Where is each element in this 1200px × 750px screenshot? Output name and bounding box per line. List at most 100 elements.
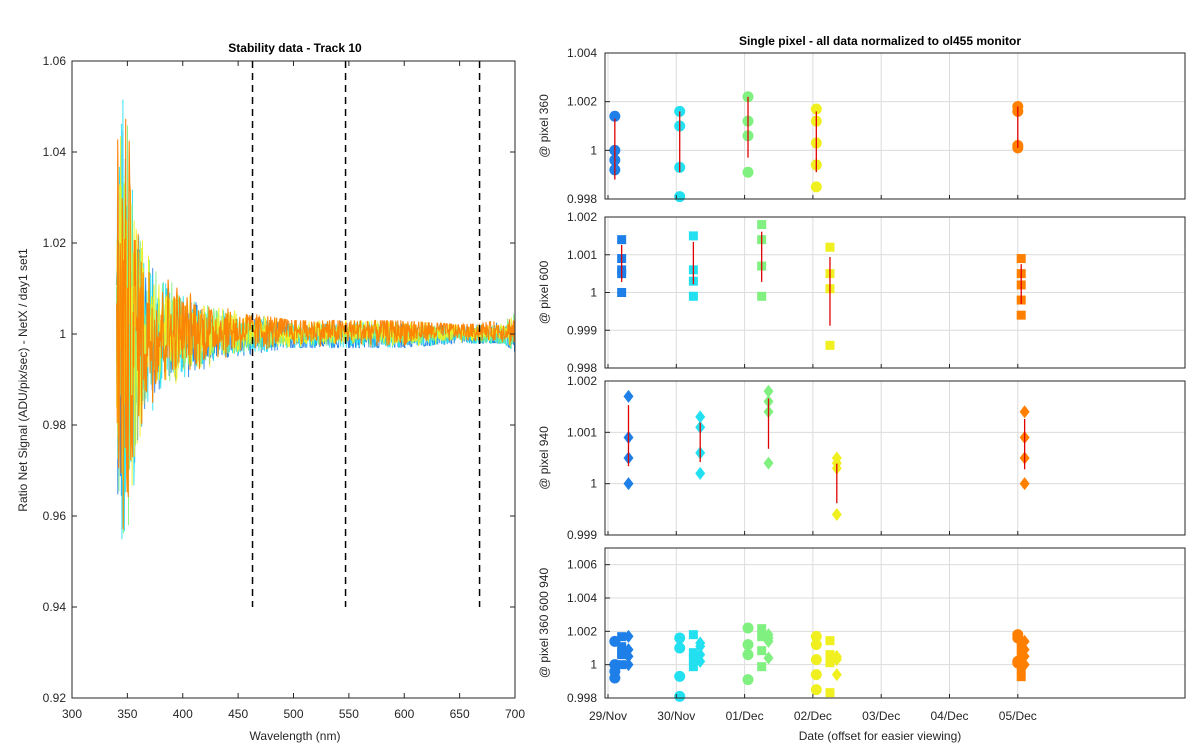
right-x-axis-label: Date (offset for easier viewing)	[799, 729, 962, 743]
left-y-axis-label: Ratio Net Signal (ADU/pix/sec) - NetX / …	[16, 248, 30, 512]
combined-data-point	[763, 651, 774, 665]
combined-data-point	[810, 639, 822, 651]
combined-data-point	[688, 630, 698, 640]
combined-data-point	[825, 650, 835, 660]
panel-2: 0.998 0.999 1 1.001 1.002 @ pixel 600	[537, 210, 1186, 375]
panel-y-tick-label: 1	[590, 286, 597, 300]
panel-plot-area	[605, 381, 1185, 535]
left-x-axis-label: Wavelength (nm)	[250, 729, 341, 743]
panel-y-tick-label: 0.998	[567, 691, 597, 705]
panel-y-tick-label: 1.004	[567, 591, 597, 605]
combined-data-point	[742, 622, 754, 634]
data-point	[742, 166, 754, 178]
combined-data-point	[831, 668, 842, 682]
panel-y-tick-label: 0.998	[567, 361, 597, 375]
date-tick-label: 02/Dec	[794, 709, 832, 723]
data-point	[623, 477, 634, 491]
combined-data-point	[623, 629, 634, 643]
data-point	[757, 291, 767, 301]
combined-data-point	[695, 648, 706, 662]
combined-data-point	[617, 650, 627, 660]
combined-data-point	[617, 660, 627, 670]
panel-axes-box	[604, 380, 1186, 536]
combined-data-point	[623, 649, 634, 663]
left-x-tick-label: 650	[450, 707, 470, 721]
combined-data-point	[757, 624, 767, 634]
panel-y-axis-label: @ pixel 600	[537, 260, 551, 324]
panel-y-tick-label: 1.002	[567, 210, 597, 224]
data-point	[695, 410, 706, 424]
panel-1: 0.998 1 1.002 1.004 @ pixel 360	[537, 46, 1186, 206]
data-point	[757, 220, 767, 230]
date-tick-label: 03/Dec	[862, 709, 900, 723]
panel-axes-box	[604, 547, 1186, 699]
combined-data-point	[623, 658, 634, 672]
left-y-tick-label: 0.92	[43, 691, 67, 705]
spectrum-trace-5	[116, 118, 516, 530]
left-x-tick-label: 550	[339, 707, 359, 721]
combined-data-point	[1019, 634, 1030, 648]
data-point	[825, 242, 835, 252]
left-x-tick-label: 350	[117, 707, 137, 721]
combined-data-point	[825, 636, 835, 646]
panel-y-tick-label: 1.001	[567, 425, 597, 439]
data-point	[763, 384, 774, 398]
panel-y-tick-label: 0.999	[567, 528, 597, 542]
combined-data-point	[617, 642, 627, 652]
combined-data-point	[742, 639, 754, 651]
combined-data-point	[617, 632, 627, 642]
data-point	[695, 466, 706, 480]
left-x-tick-label: 450	[228, 707, 248, 721]
combined-data-point	[825, 688, 835, 698]
date-tick-label: 30/Nov	[657, 709, 695, 723]
combined-data-point	[810, 669, 822, 681]
data-point	[810, 181, 822, 193]
combined-data-point	[763, 634, 774, 648]
spectrum-traces	[115, 99, 516, 540]
stability-spectrum-chart: Stability data - Track 10 Wavelength (nm…	[16, 41, 525, 743]
panel-y-tick-label: 1.006	[567, 558, 597, 572]
combined-data-point	[674, 632, 686, 644]
left-y-tick-label: 0.98	[43, 418, 67, 432]
data-point	[1019, 477, 1030, 491]
panel-y-tick-label: 1	[590, 143, 597, 157]
combined-data-point	[609, 672, 621, 684]
panel-y-tick-label: 1.002	[567, 374, 597, 388]
left-y-tick-label: 1	[59, 327, 66, 341]
data-point	[1019, 405, 1030, 419]
data-point	[1016, 310, 1026, 320]
combined-data-point	[757, 646, 767, 656]
left-x-tick-label: 400	[173, 707, 193, 721]
combined-data-point	[688, 654, 698, 664]
left-x-tick-label: 500	[283, 707, 303, 721]
panel-4: 0.998 1 1.002 1.004 1.006 @ pixel 360 600 940	[537, 547, 1186, 705]
panel-y-tick-label: 1.004	[567, 46, 597, 60]
combined-data-point	[674, 670, 686, 682]
combined-data-point	[1019, 658, 1030, 672]
panel-y-tick-label: 0.998	[567, 192, 597, 206]
data-point	[831, 507, 842, 521]
panel-y-tick-label: 1.002	[567, 624, 597, 638]
panel-plot-area	[605, 53, 1185, 199]
panel-y-axis-label: @ pixel 360	[537, 94, 551, 158]
left-y-tick-label: 0.94	[43, 600, 67, 614]
data-point	[617, 288, 627, 297]
combined-data-point	[742, 674, 754, 686]
combined-data-point	[1016, 656, 1026, 666]
combined-data-point	[1019, 643, 1030, 657]
left-y-tick-label: 1.06	[43, 54, 67, 68]
combined-data-point	[674, 690, 686, 702]
left-y-tick-label: 1.04	[43, 145, 67, 159]
combined-data-point	[1016, 672, 1026, 682]
data-point	[825, 340, 835, 350]
panel-y-tick-label: 1.001	[567, 248, 597, 262]
single-pixel-chart: Single pixel - all data normalized to ol…	[537, 34, 1186, 743]
left-x-tick-label: 700	[505, 707, 525, 721]
panel-axes-box	[604, 52, 1186, 200]
combined-data-point	[757, 632, 767, 642]
combined-data-point	[831, 653, 842, 667]
combined-data-point	[695, 639, 706, 653]
date-tick-label: 04/Dec	[930, 709, 968, 723]
panel-y-tick-label: 1	[590, 658, 597, 672]
combined-data-point	[674, 642, 686, 654]
